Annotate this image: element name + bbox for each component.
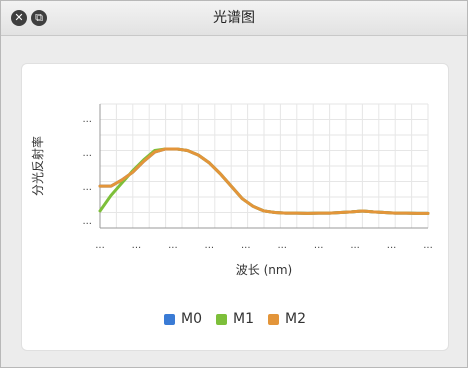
titlebar: ✕ ⧉ 光谱图 (1, 1, 467, 36)
close-icon[interactable]: ✕ (11, 10, 27, 26)
series-line-m2 (98, 147, 430, 215)
x-tick-label: ... (277, 240, 287, 251)
x-tick-label: ... (95, 240, 105, 251)
y-tick-label: ... (82, 182, 92, 193)
y-tick-label: ... (82, 148, 92, 159)
legend-item-m0: M0 (164, 309, 202, 329)
chart-panel: ........................................… (21, 63, 449, 351)
x-axis-label: 波长 (nm) (236, 263, 292, 277)
y-axis-label: 分光反射率 (30, 136, 45, 196)
legend-swatch-m2 (268, 313, 279, 325)
y-tick-label: ... (82, 114, 92, 125)
x-tick-label: ... (168, 240, 178, 251)
x-tick-label: ... (387, 240, 397, 251)
x-tick-label: ... (132, 240, 142, 251)
x-tick-label: ... (241, 240, 251, 251)
legend-swatch-m1 (216, 313, 227, 325)
legend: M0 M1 M2 (22, 309, 448, 329)
window-title: 光谱图 (213, 10, 255, 26)
legend-item-m2: M2 (268, 309, 306, 329)
x-tick-label: ... (314, 240, 324, 251)
legend-label-m2: M2 (285, 311, 306, 327)
x-tick-label: ... (350, 240, 360, 251)
x-tick-label: ... (423, 240, 433, 251)
spectrum-chart: ........................................… (30, 103, 433, 277)
x-tick-label: ... (205, 240, 215, 251)
legend-label-m1: M1 (233, 311, 254, 327)
legend-label-m0: M0 (181, 311, 202, 327)
y-tick-label: ... (82, 216, 92, 227)
window-icon[interactable]: ⧉ (31, 10, 47, 26)
legend-swatch-m0 (164, 313, 175, 325)
legend-item-m1: M1 (216, 309, 254, 329)
